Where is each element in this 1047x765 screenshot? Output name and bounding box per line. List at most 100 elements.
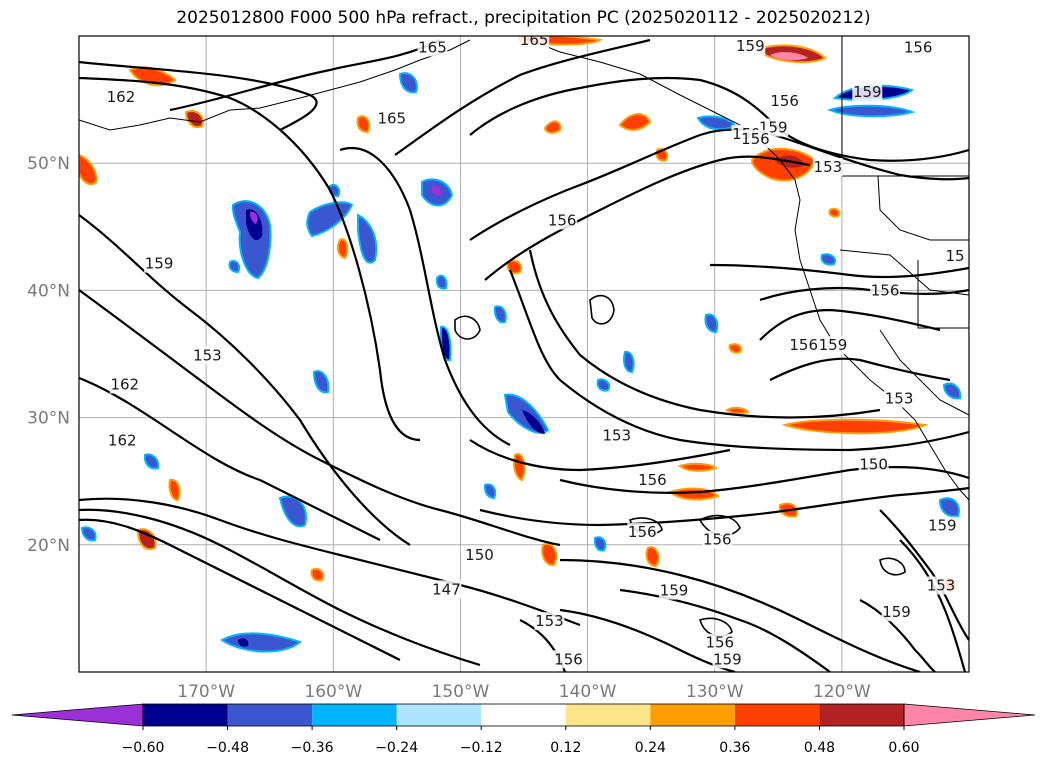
colorbar-segment [650, 704, 735, 726]
contour-label-bg [105, 88, 136, 107]
contour-label: 153 [193, 346, 222, 364]
contour-label: 156 [705, 634, 734, 652]
contour-label: 159 [713, 650, 742, 668]
contour-label-bg [659, 581, 690, 600]
contour-label-bg [519, 36, 550, 49]
lon-label: 170°W [177, 682, 235, 702]
contour-label-bg [927, 516, 958, 535]
colorbar-tick-label: −0.48 [206, 740, 249, 756]
contour-label: 153 [927, 577, 956, 595]
colorbar-segment [481, 704, 566, 726]
colorbar-tick-label: −0.12 [460, 740, 503, 756]
contour-label-bg [740, 130, 771, 149]
plot-frame [78, 35, 970, 673]
contour-label: 159 [736, 37, 765, 55]
contour-label-bg [601, 426, 632, 445]
contour-label: 165 [418, 38, 447, 56]
contour-label-bg [903, 38, 934, 57]
contour-label-bg [858, 455, 889, 474]
lon-label: 140°W [559, 682, 617, 702]
longitude-labels: 170°W 160°W 150°W 140°W 130°W 120°W [177, 682, 871, 702]
contour-label-bg [704, 633, 735, 652]
contour-label: 159 [853, 83, 882, 101]
lon-label: 130°W [686, 682, 744, 702]
colorbar-tick-label: 0.60 [888, 740, 919, 756]
contour-label-bg [788, 336, 819, 355]
contour-label-bg [376, 109, 407, 128]
colorbar-segment [396, 704, 482, 726]
colorbar: −0.60 −0.48 −0.36 −0.24 −0.12 0.12 0.24 0.36 0.4… [11, 703, 1036, 756]
contour-label: 162 [110, 376, 139, 394]
contour-label-bg [812, 158, 843, 177]
lat-label: 50°N [27, 154, 70, 174]
contour-label-bg [417, 38, 448, 57]
colorbar-segment [819, 704, 904, 726]
contour-label: 159 [928, 517, 957, 535]
contour-label-bg [464, 545, 495, 564]
colorbar-segment [734, 704, 820, 726]
contour-label: 153 [885, 390, 914, 408]
colorbar-tick-label: 0.36 [719, 740, 750, 756]
contour-label: 162 [107, 88, 136, 106]
contour-label: 159 [819, 336, 848, 354]
colorbar-outline [142, 703, 905, 727]
contour-labels: 1651651621621621591531561531561501471561… [105, 36, 969, 669]
lon-label: 120°W [813, 682, 871, 702]
contour-label-bg [144, 254, 175, 273]
contour-label: 159 [660, 582, 689, 600]
contour-label: 162 [108, 431, 137, 449]
colorbar-tick-label: −0.24 [375, 740, 418, 756]
lat-label: 40°N [27, 281, 70, 301]
contour-label: 147 [432, 580, 461, 598]
contour-label-bg [884, 389, 915, 408]
plot-area: 1651651621621621591531561531561501471561… [79, 36, 969, 672]
lat-label: 20°N [27, 536, 70, 556]
contour-label: 159 [145, 255, 174, 273]
contour-label: 156 [871, 281, 900, 299]
contour-label: 159 [882, 603, 911, 621]
contour-label-bg [547, 211, 578, 230]
contour-label: 153 [602, 426, 631, 444]
contour-label: 150 [465, 546, 494, 564]
colorbar-tick-label: 0.24 [635, 740, 666, 756]
colorbar-tick-label: 0.48 [804, 740, 835, 756]
colorbar-tick-label: −0.36 [291, 740, 334, 756]
map-title: 2025012800 F000 500 hPa refract., precip… [176, 8, 871, 28]
contour-label: 150 [859, 456, 888, 474]
contour-label-bg [109, 375, 140, 394]
contour-label-bg [926, 576, 957, 595]
contour-label: 156 [741, 130, 770, 148]
contour-label-bg [627, 523, 658, 542]
contour-label: 156 [789, 336, 818, 354]
contour-label: 153 [535, 612, 564, 630]
contour-label: 165 [377, 110, 406, 128]
contour-label-bg [107, 431, 138, 450]
contour-label-bg [817, 336, 848, 355]
colorbar-segment [312, 704, 397, 726]
contour-label: 156 [904, 38, 933, 56]
latitude-labels: 50°N 40°N 30°N 20°N [27, 154, 70, 556]
contour-label: 156 [638, 471, 667, 489]
contour-label-bg [940, 247, 969, 266]
contour-label-bg [881, 603, 912, 622]
contour-label-bg [852, 82, 883, 101]
colorbar-segment [227, 704, 313, 726]
colorbar-tick-label: −0.60 [122, 740, 165, 756]
contour-label: 156 [548, 211, 577, 229]
contour-label-bg [702, 530, 733, 549]
contour-label-bg [712, 650, 743, 669]
contour-label-bg [637, 470, 668, 489]
colorbar-extend-high [903, 703, 1036, 727]
contour-label: 15 [945, 247, 964, 265]
contour-label-bg [769, 91, 800, 110]
contour-label-bg [735, 37, 766, 56]
contour-label: 156 [703, 531, 732, 549]
contour-label-bg [431, 580, 462, 599]
lon-label: 150°W [432, 682, 490, 702]
colorbar-tick-label: 0.12 [550, 740, 581, 756]
contour-label: 156 [554, 650, 583, 668]
contour-label-bg [553, 650, 584, 669]
contour-label: 156 [770, 92, 799, 110]
contour-label: 153 [814, 158, 843, 176]
